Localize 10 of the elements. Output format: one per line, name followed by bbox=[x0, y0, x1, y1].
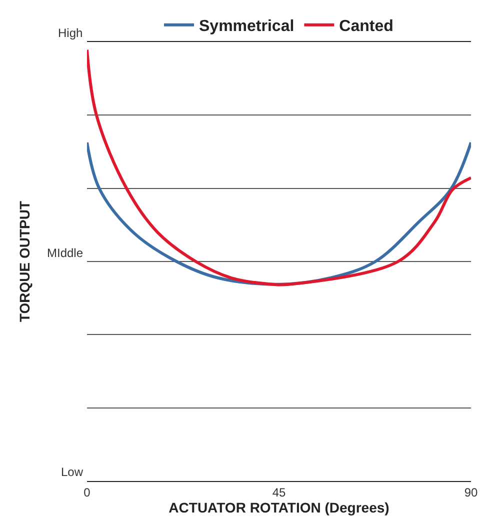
legend-label: Symmetrical bbox=[199, 18, 294, 36]
text: MIddle bbox=[47, 246, 84, 260]
legend-label: Canted bbox=[339, 18, 394, 36]
x-tick-label: 0 bbox=[84, 485, 91, 500]
y-axis-title: TORQUE OUTPUT bbox=[16, 200, 33, 322]
x-tick-label: 90 bbox=[464, 485, 478, 500]
x-axis-title: ACTUATOR ROTATION (Degrees) bbox=[168, 499, 390, 516]
text: Low bbox=[61, 465, 84, 479]
text: High bbox=[58, 26, 83, 40]
x-tick-label: 45 bbox=[272, 485, 286, 500]
